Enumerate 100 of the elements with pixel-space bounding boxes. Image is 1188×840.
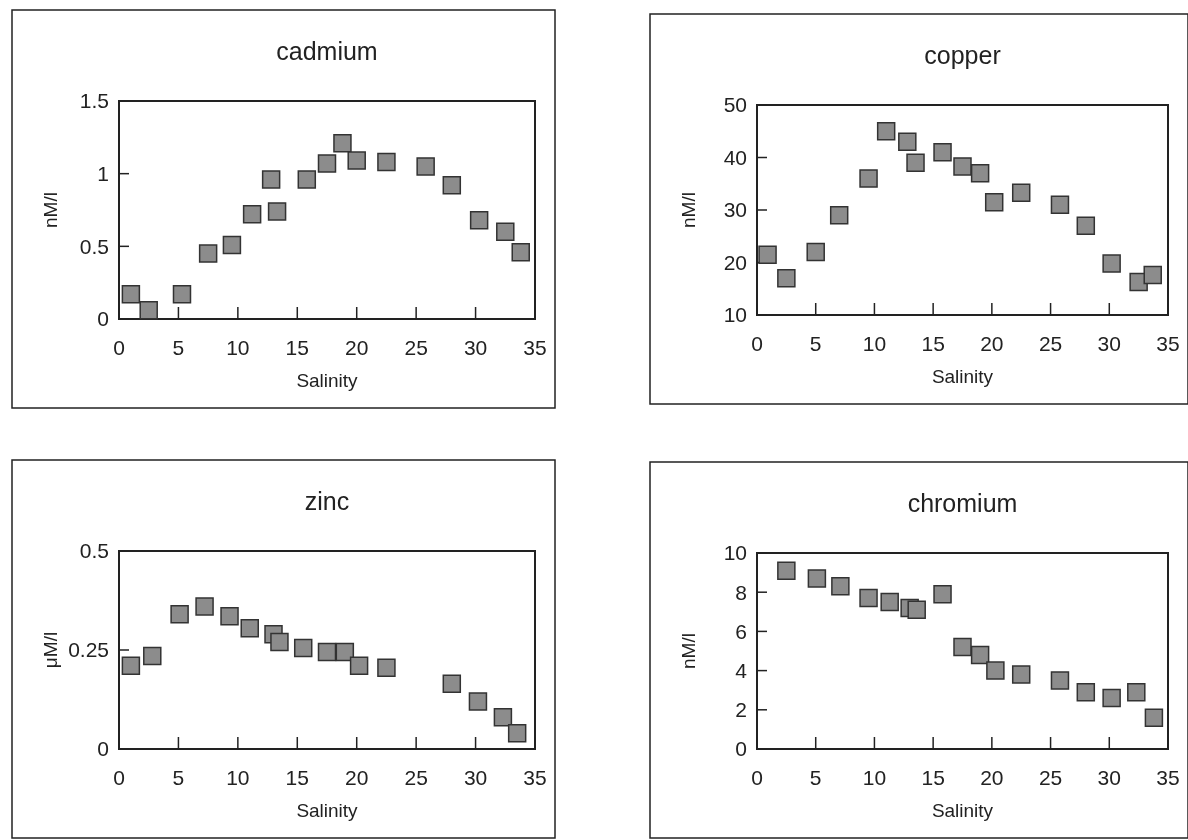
point xyxy=(1050,195,1070,214)
point xyxy=(953,157,972,176)
y-tick-label: 20 xyxy=(723,250,747,274)
y-axis-title: nM/l xyxy=(40,192,61,228)
point xyxy=(1076,216,1096,235)
point xyxy=(1102,688,1121,708)
point xyxy=(416,157,435,176)
point xyxy=(293,638,313,658)
chart-title: zinc xyxy=(304,487,350,515)
point xyxy=(333,133,352,153)
point xyxy=(240,618,259,638)
x-tick-label: 5 xyxy=(809,766,822,789)
x-axis-title: Salinity xyxy=(296,800,359,821)
x-tick-label: 5 xyxy=(809,332,822,355)
y-axis-title: nM/l xyxy=(678,633,699,669)
x-tick-label: 25 xyxy=(1038,332,1063,355)
point xyxy=(442,674,462,693)
point xyxy=(261,170,281,189)
point xyxy=(933,143,952,162)
x-axis-title: Salinity xyxy=(931,366,994,387)
point xyxy=(1011,183,1031,202)
point xyxy=(953,637,972,657)
point xyxy=(898,132,917,151)
point xyxy=(170,605,189,624)
y-tick-label: 0.5 xyxy=(79,539,109,563)
y-tick-label: 0 xyxy=(97,307,109,331)
x-tick-label: 35 xyxy=(1156,766,1180,789)
point xyxy=(511,242,530,262)
point xyxy=(1050,671,1070,690)
point xyxy=(1011,665,1031,684)
point xyxy=(121,656,141,676)
y-tick-label: 10 xyxy=(723,541,747,565)
point xyxy=(859,588,878,608)
y-tick-label: 40 xyxy=(723,145,747,169)
y-tick-label: 6 xyxy=(735,619,747,643)
x-tick-label: 5 xyxy=(172,766,185,789)
x-axis-title: Salinity xyxy=(931,800,994,821)
point xyxy=(507,723,527,743)
y-tick-label: 10 xyxy=(723,303,747,327)
x-tick-label: 0 xyxy=(113,766,125,789)
x-tick-label: 0 xyxy=(751,332,763,355)
point xyxy=(469,210,489,230)
x-tick-label: 10 xyxy=(862,332,887,355)
x-tick-label: 30 xyxy=(463,766,488,789)
y-tick-label: 2 xyxy=(735,698,747,722)
x-tick-label: 20 xyxy=(345,336,369,359)
x-tick-label: 30 xyxy=(1097,332,1121,355)
x-tick-label: 20 xyxy=(345,766,369,789)
point xyxy=(829,206,849,225)
point xyxy=(496,222,515,242)
point xyxy=(986,661,1005,680)
point xyxy=(777,561,796,580)
point xyxy=(777,269,796,288)
point xyxy=(831,577,850,596)
point xyxy=(906,153,925,172)
point xyxy=(317,154,337,173)
x-tick-label: 0 xyxy=(113,336,125,359)
point xyxy=(984,192,1004,212)
point xyxy=(859,169,878,188)
x-tick-label: 10 xyxy=(226,766,250,789)
x-tick-label: 15 xyxy=(285,766,309,789)
point xyxy=(377,152,396,172)
point xyxy=(198,244,218,263)
point xyxy=(1143,265,1162,285)
point xyxy=(807,569,827,588)
x-tick-label: 25 xyxy=(404,766,428,789)
point xyxy=(933,584,952,604)
x-tick-label: 35 xyxy=(1156,332,1180,355)
point xyxy=(220,607,239,626)
point xyxy=(267,202,287,221)
point xyxy=(347,151,366,170)
y-tick-label: 1 xyxy=(97,162,109,186)
point xyxy=(121,285,141,304)
point xyxy=(1076,682,1096,702)
point xyxy=(270,632,289,652)
x-tick-label: 20 xyxy=(980,766,1004,789)
chart-title: cadmium xyxy=(276,37,378,65)
x-tick-label: 30 xyxy=(463,336,488,359)
point xyxy=(242,205,262,224)
y-axis-title: nM/l xyxy=(678,192,699,228)
point xyxy=(1102,254,1121,273)
point xyxy=(317,642,337,662)
x-tick-label: 35 xyxy=(523,336,547,359)
y-tick-label: 0 xyxy=(735,737,747,761)
x-tick-label: 25 xyxy=(404,336,428,359)
point xyxy=(970,645,990,665)
y-axis-title: μM/l xyxy=(40,631,61,669)
y-tick-label: 8 xyxy=(735,580,747,604)
x-tick-label: 5 xyxy=(172,336,185,359)
point xyxy=(907,600,926,620)
point xyxy=(1144,708,1164,727)
x-tick-label: 15 xyxy=(921,766,945,789)
point xyxy=(880,592,899,612)
point xyxy=(806,242,825,262)
point xyxy=(172,285,192,304)
x-tick-label: 10 xyxy=(862,766,887,789)
point xyxy=(493,708,513,727)
y-tick-label: 4 xyxy=(735,658,748,682)
x-tick-label: 15 xyxy=(921,332,945,355)
point xyxy=(758,245,777,264)
